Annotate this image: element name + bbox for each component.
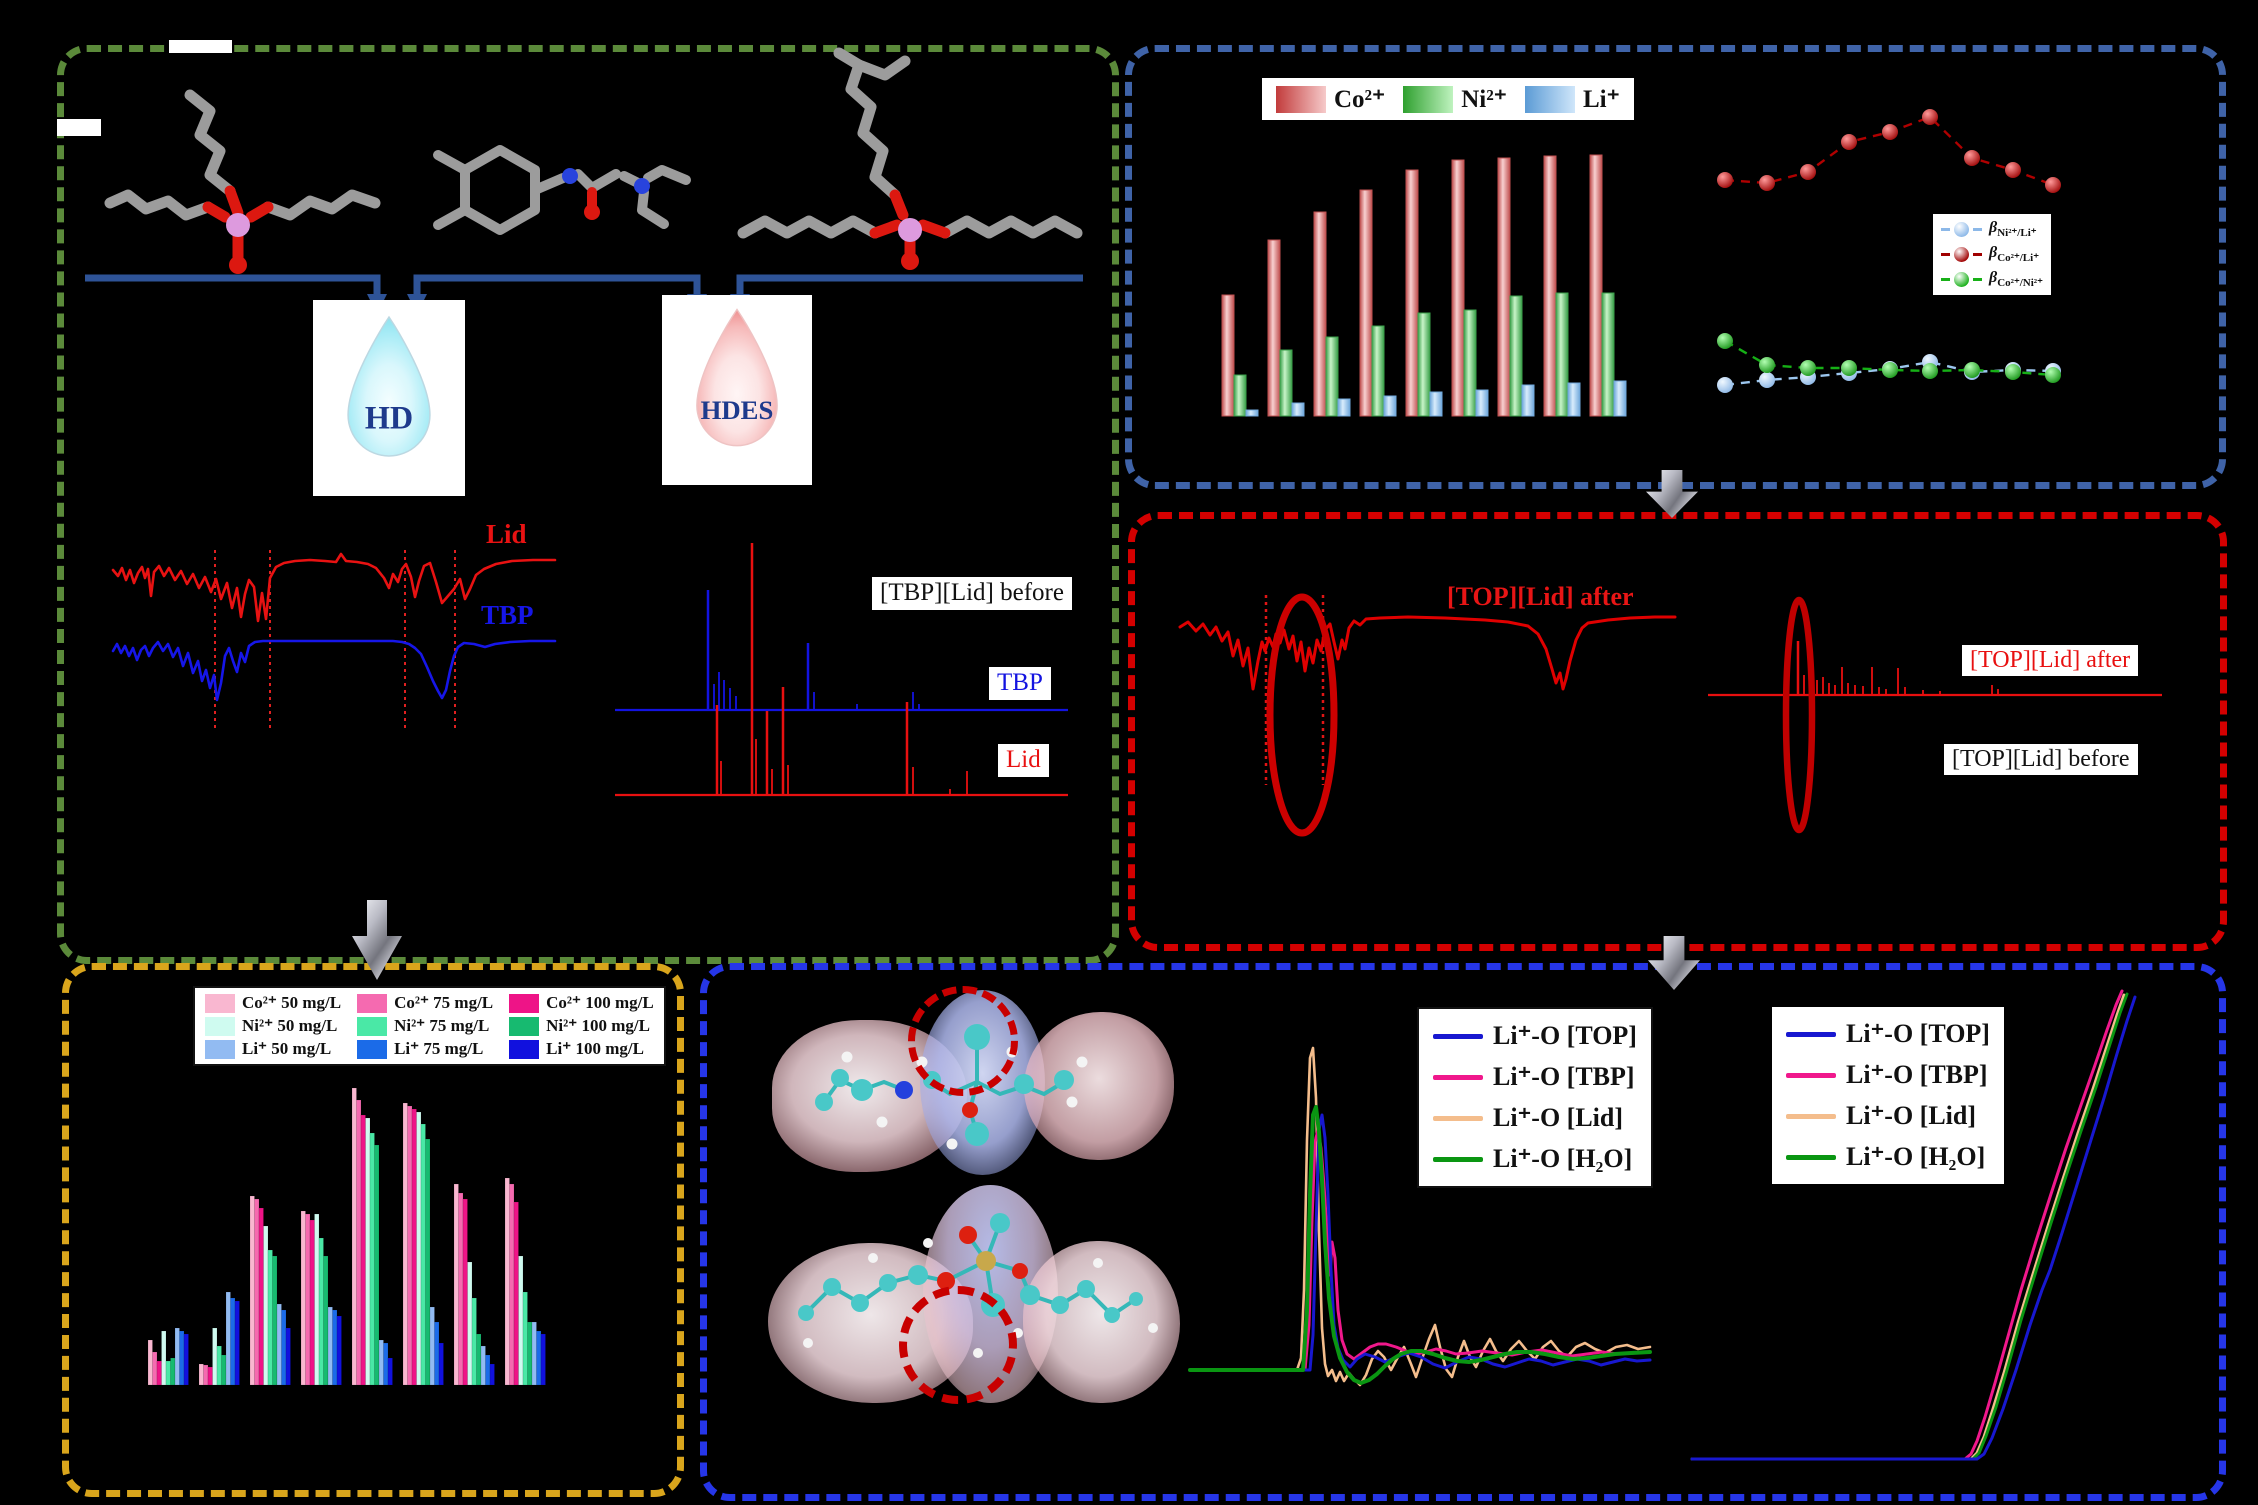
panel-md-simulation xyxy=(700,963,2226,1501)
cn-legend: Li⁺-O [TOP] Li⁺-O [TBP] Li⁺-O [Lid] Li⁺-… xyxy=(1772,1007,2004,1184)
render-artifact xyxy=(57,119,101,136)
ftir-chart-toplid xyxy=(1150,530,1680,860)
esp-highlight-circle-bottom xyxy=(899,1286,1017,1404)
molecule-tbp-structure xyxy=(70,55,400,295)
nmr-before-after-label: [TOP][Lid] before xyxy=(1944,744,2138,776)
ftir-chart-hd xyxy=(105,520,560,740)
molecule-top-structure xyxy=(725,45,1095,305)
ftir-lid-label: Lid xyxy=(486,519,527,549)
beta-legend-row: βNi²⁺/Li⁺ xyxy=(1941,219,2043,239)
uptake-bar-chart xyxy=(1185,115,1645,425)
blue-sphere-icon xyxy=(1954,221,1969,237)
nmr-after-label: [TOP][Lid] after xyxy=(1962,645,2139,677)
ion-legend: Co²⁺ Ni²⁺ Li⁺ xyxy=(1262,78,1634,120)
beta-legend: βNi²⁺/Li⁺ βCo²⁺/Li⁺ βCo²⁺/Ni²⁺ xyxy=(1933,214,2051,295)
hdes-droplet-icon: HDES xyxy=(696,308,778,447)
red-sphere-icon xyxy=(1954,246,1969,262)
nmr-tbp-label: TBP xyxy=(989,667,1051,700)
nmr-before-label: [TBP][Lid] before xyxy=(872,577,1072,610)
coordination-number-chart xyxy=(1680,985,2180,1465)
rdf-line-chart xyxy=(1185,980,1655,1387)
render-artifact xyxy=(169,40,232,53)
selectivity-bar-chart xyxy=(140,1075,560,1390)
hdes-label: HDES xyxy=(701,395,774,425)
nmr-chart-toplid xyxy=(1700,580,2170,834)
co-swatch xyxy=(1276,85,1326,113)
rdf-legend: Li⁺-O [TOP] Li⁺-O [TBP] Li⁺-O [Lid] Li⁺-… xyxy=(1417,1007,1653,1188)
molecule-lidocaine-structure xyxy=(420,70,720,285)
panel-synthesis xyxy=(57,45,1119,964)
li-swatch xyxy=(1524,85,1575,113)
green-sphere-icon xyxy=(1954,271,1969,287)
hd-droplet-icon: HD xyxy=(347,315,431,457)
beta-legend-row: βCo²⁺/Li⁺ xyxy=(1941,244,2043,264)
ni-swatch xyxy=(1403,85,1454,113)
selectivity-legend: Co²⁺ 50 mg/L Co²⁺ 75 mg/L Co²⁺ 100 mg/L … xyxy=(193,986,666,1066)
beta-scatter-chart xyxy=(1690,50,2210,445)
hdes-droplet-box: HDES xyxy=(662,295,812,485)
ftir-after-label: [TOP][Lid] after xyxy=(1447,582,1634,611)
ftir-tbp-label: TBP xyxy=(481,600,534,630)
nmr-lid-label: Lid xyxy=(998,744,1049,777)
hd-droplet-box: HD xyxy=(313,300,465,496)
legend-item-ni: Ni²⁺ xyxy=(1403,84,1507,114)
esp-surface-bottom xyxy=(768,1183,1180,1408)
hd-label: HD xyxy=(365,400,413,436)
legend-item-li: Li⁺ xyxy=(1524,84,1620,114)
beta-legend-row: βCo²⁺/Ni²⁺ xyxy=(1941,269,2043,290)
nmr-chart-hd xyxy=(610,540,1075,800)
legend-item-co: Co²⁺ xyxy=(1276,84,1385,114)
mixing-connector-lines xyxy=(80,240,1090,325)
esp-highlight-circle-top xyxy=(908,986,1018,1096)
